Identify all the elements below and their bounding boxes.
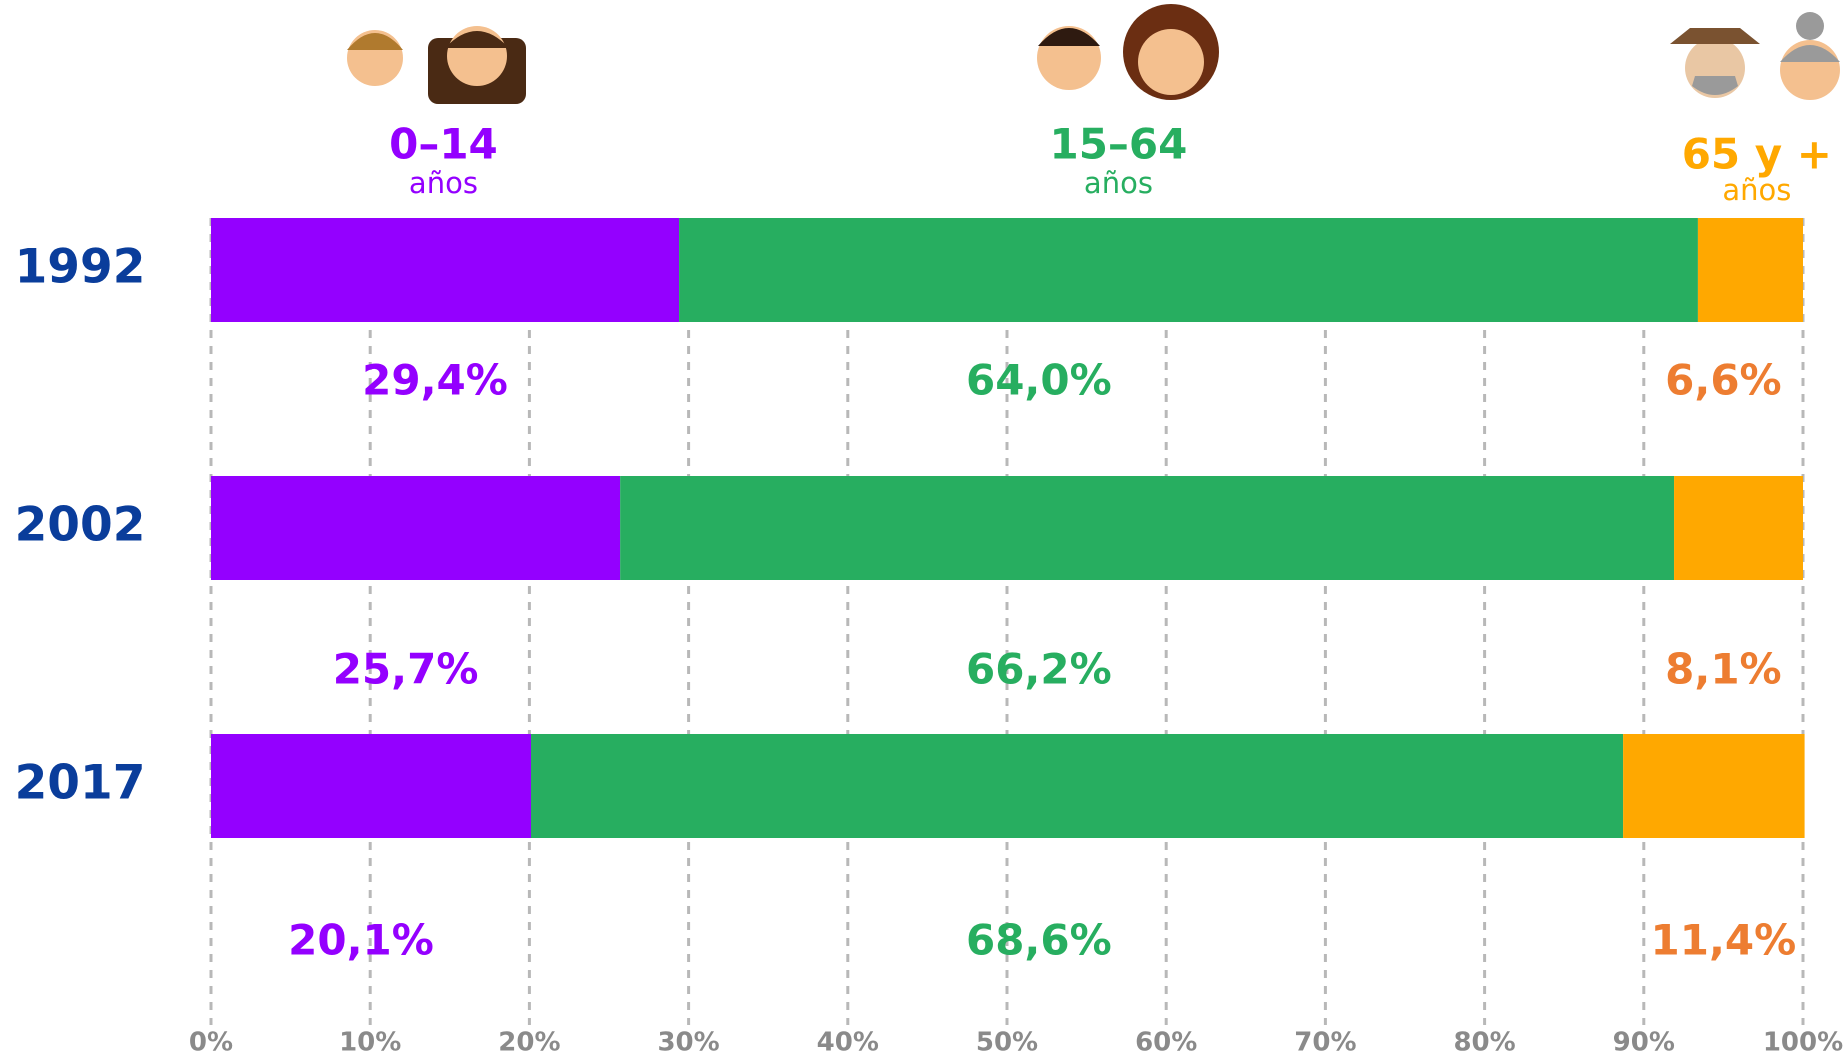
x-tick-label: 30% xyxy=(657,1028,719,1058)
value-label: 11,4% xyxy=(1651,916,1797,965)
legend-sublabel: años xyxy=(409,166,478,200)
value-label: 64,0% xyxy=(966,356,1112,405)
value-label: 68,6% xyxy=(966,916,1112,965)
x-tick-label: 90% xyxy=(1613,1028,1675,1058)
bar-segment xyxy=(530,734,1624,838)
value-label: 66,2% xyxy=(966,645,1112,694)
x-tick-label: 60% xyxy=(1135,1028,1197,1058)
value-label: 20,1% xyxy=(288,916,434,965)
x-tick-label: 80% xyxy=(1453,1028,1515,1058)
bar-segment xyxy=(620,476,1675,580)
legend-sublabel: años xyxy=(1084,166,1153,200)
x-tick-label: 50% xyxy=(976,1028,1038,1058)
bar-segment xyxy=(679,218,1698,322)
x-tick-label: 70% xyxy=(1294,1028,1356,1058)
age-icons xyxy=(347,4,1840,104)
x-tick-label: 10% xyxy=(339,1028,401,1058)
y-tick-label: 1992 xyxy=(15,240,146,295)
legend-label: 15–64 xyxy=(1049,120,1187,169)
x-tick-label: 0% xyxy=(189,1028,233,1058)
value-label: 25,7% xyxy=(333,645,479,694)
bar-segment xyxy=(211,218,680,322)
legend-label: 65 y + xyxy=(1682,130,1832,179)
value-label: 29,4% xyxy=(362,356,508,405)
bar-segment xyxy=(211,734,531,838)
legend-sublabel: años xyxy=(1722,173,1791,207)
bar-segment xyxy=(1674,476,1803,580)
y-tick-label: 2002 xyxy=(15,498,146,553)
value-label: 6,6% xyxy=(1665,356,1781,405)
x-tick-label: 100% xyxy=(1763,1028,1843,1058)
value-label: 8,1% xyxy=(1665,645,1781,694)
y-tick-label: 2017 xyxy=(15,756,146,811)
x-tick-label: 40% xyxy=(817,1028,879,1058)
bar-segment xyxy=(1623,734,1805,838)
x-tick-label: 20% xyxy=(498,1028,560,1058)
legend-label: 0–14 xyxy=(389,120,498,169)
bar-segment xyxy=(211,476,621,580)
bar-segment xyxy=(1697,218,1803,322)
